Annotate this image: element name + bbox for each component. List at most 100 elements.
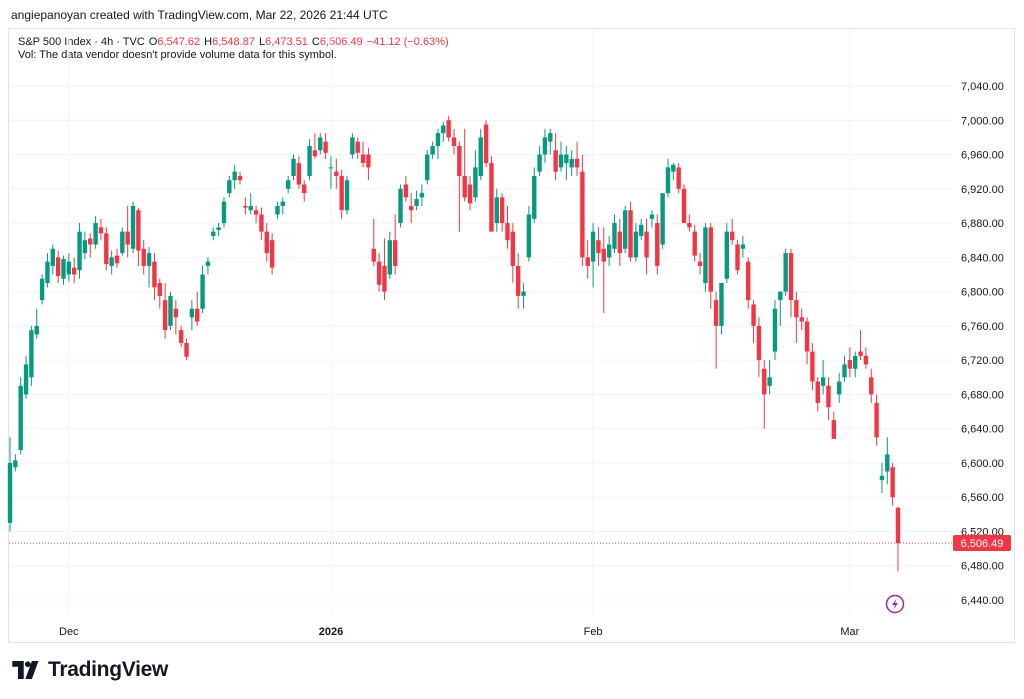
candle-body: [483, 124, 489, 164]
high-label: H: [204, 36, 213, 48]
candle: [296, 156, 302, 189]
candle: [799, 308, 804, 331]
candle-body: [633, 231, 639, 258]
candle-body: [532, 175, 537, 219]
candle-body: [879, 475, 885, 481]
candle: [104, 227, 109, 271]
candle: [719, 283, 724, 335]
candle-body: [574, 158, 580, 168]
candle-body: [671, 164, 676, 172]
candle-body: [104, 233, 109, 265]
price-axis[interactable]: 6,440.006,480.006,520.006,560.006,600.00…: [961, 81, 1004, 607]
candle: [61, 255, 66, 285]
candle-body: [719, 283, 724, 326]
last-price-label: 6,506.49: [961, 538, 1004, 550]
volume-note: Vol: The data vendor doesn't provide vol…: [18, 49, 337, 61]
candle: [441, 121, 446, 142]
candle-body: [542, 137, 548, 155]
candle-body: [157, 283, 162, 296]
candle-body: [227, 180, 232, 194]
candle-body: [382, 265, 387, 292]
candle-body: [729, 231, 735, 241]
time-axis[interactable]: Dec 2026 Feb Mar: [59, 626, 860, 638]
candle: [895, 506, 901, 572]
candle: [515, 253, 521, 309]
candle: [125, 205, 130, 258]
candle: [649, 210, 655, 228]
candle-body: [772, 308, 778, 352]
candle-body: [189, 308, 195, 318]
candle: [767, 360, 772, 395]
candle: [114, 248, 120, 268]
candle: [425, 150, 430, 185]
y-tick-label: 6,960.00: [961, 150, 1004, 162]
candle: [788, 248, 794, 318]
last-price-badge[interactable]: [953, 535, 1011, 552]
candle: [778, 291, 783, 326]
candle: [639, 218, 644, 241]
candle: [237, 171, 243, 185]
candle: [548, 128, 553, 155]
low-label: L: [258, 36, 266, 48]
candle-body: [655, 223, 660, 266]
candle: [772, 300, 778, 361]
candle-body: [360, 154, 366, 164]
candle: [446, 115, 451, 142]
candle: [248, 193, 253, 215]
candle: [451, 128, 457, 155]
candle: [382, 238, 387, 301]
candle: [419, 184, 425, 206]
candle-body: [291, 158, 296, 176]
candle: [130, 201, 136, 254]
candle: [360, 141, 366, 168]
candle: [729, 218, 735, 245]
x-tick-label: Mar: [840, 626, 859, 638]
candle-body: [109, 257, 114, 266]
candle-body: [168, 295, 173, 326]
candle-body: [617, 231, 623, 254]
candle-body: [869, 377, 874, 395]
candle-body: [350, 137, 355, 155]
candle-body: [120, 231, 125, 254]
candle: [601, 227, 606, 314]
candle-body: [478, 137, 483, 176]
candle-body: [489, 163, 494, 232]
candle-body: [858, 351, 863, 356]
candle-body: [409, 205, 414, 211]
candle-body: [564, 154, 569, 164]
candle-body: [146, 253, 152, 266]
candle: [71, 257, 77, 284]
candle-body: [724, 231, 730, 279]
candle-body: [499, 197, 505, 224]
candle: [794, 291, 799, 343]
candle-body: [205, 261, 211, 266]
candle: [655, 214, 660, 275]
x-tick-label: Dec: [59, 626, 79, 638]
candle-body: [735, 244, 740, 271]
candle: [810, 343, 815, 391]
candle: [264, 223, 269, 262]
candle: [200, 265, 205, 314]
candle-body: [77, 231, 82, 271]
symbol-title[interactable]: S&P 500 Index · 4h · TVC: [18, 36, 145, 48]
candle-body: [130, 205, 136, 249]
candle: [195, 291, 200, 326]
candle: [735, 240, 740, 275]
candle-body: [826, 385, 831, 408]
candle: [537, 145, 542, 176]
candle: [596, 227, 601, 266]
candle: [820, 360, 826, 395]
candle-body: [34, 325, 39, 335]
tradingview-logo[interactable]: TradingView: [12, 658, 168, 682]
candle: [681, 184, 687, 224]
candle: [756, 317, 762, 378]
event-marker-icon[interactable]: [885, 594, 905, 614]
candle: [622, 205, 628, 254]
candle: [890, 462, 895, 506]
candle: [687, 214, 692, 232]
candle-body: [269, 240, 275, 268]
close-label: C: [311, 36, 320, 48]
candle-body: [425, 154, 430, 181]
y-tick-label: 6,720.00: [961, 355, 1004, 367]
